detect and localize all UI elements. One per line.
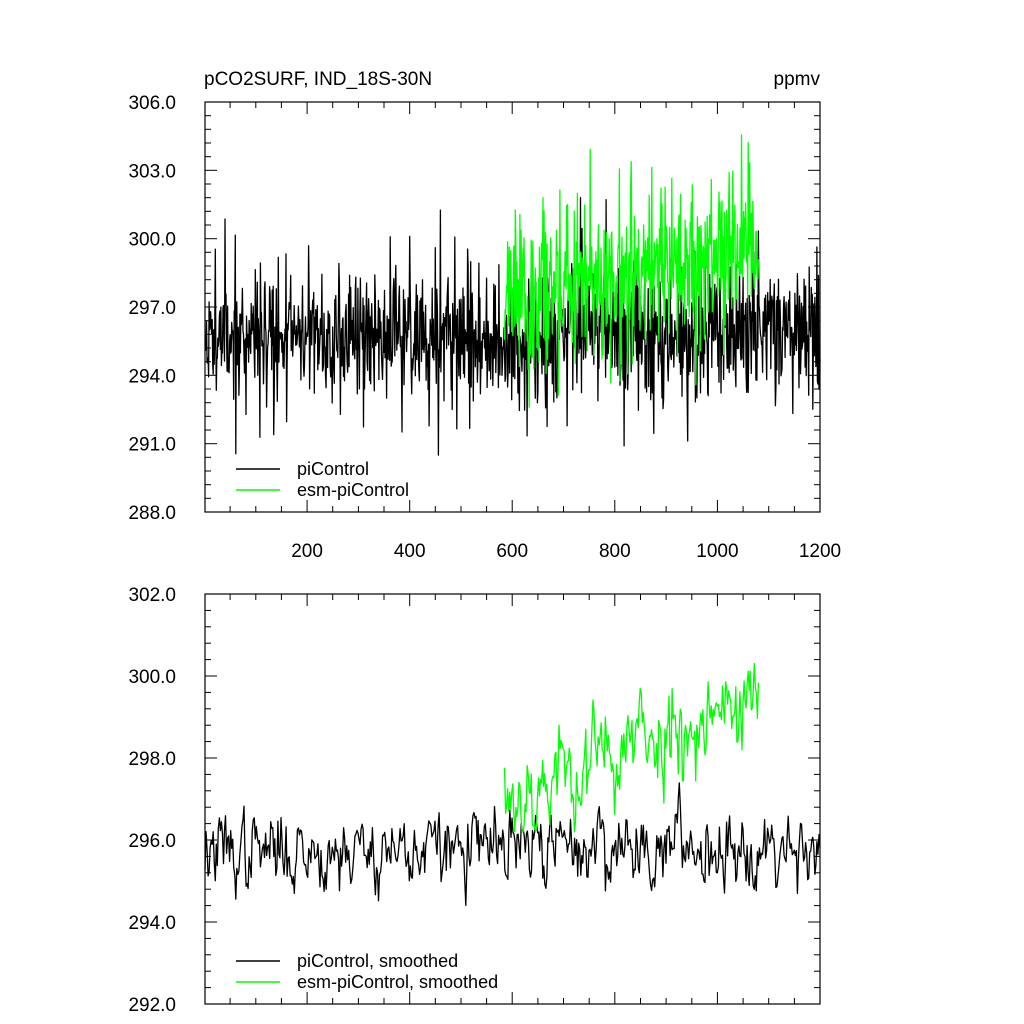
y-tick-label: 300.0 xyxy=(128,667,176,688)
top-title-left: pCO2SURF, IND_18S-30N xyxy=(204,69,432,90)
x-tick-label: 1200 xyxy=(799,541,841,562)
y-tick-label: 298.0 xyxy=(128,749,176,770)
legend-label: piControl, smoothed xyxy=(297,951,458,971)
x-tick-label: 200 xyxy=(291,541,323,562)
y-tick-label: 296.0 xyxy=(128,831,176,852)
legend-label: piControl xyxy=(297,459,369,479)
y-tick-label: 306.0 xyxy=(128,93,176,114)
top-plot-frame xyxy=(204,101,821,513)
y-tick-label: 294.0 xyxy=(128,366,176,387)
y-tick-label: 291.0 xyxy=(128,435,176,456)
y-tick-label: 297.0 xyxy=(128,298,176,319)
bottom-plot-frame xyxy=(204,593,821,1005)
x-tick-label: 1000 xyxy=(696,541,738,562)
y-tick-label: 300.0 xyxy=(128,230,176,251)
legend-label: esm-piControl, smoothed xyxy=(297,972,498,992)
y-tick-label: 292.0 xyxy=(128,995,176,1016)
bottom-series-layer xyxy=(204,662,821,906)
bottom-ticks-layer: 292.0 294.0 296.0 298.0 300.0 302.0 xyxy=(128,585,821,1016)
legend-label: esm-piControl xyxy=(297,480,409,500)
series-line-esm-picontrol-smoothed xyxy=(503,662,760,833)
y-tick-label: 294.0 xyxy=(128,913,176,934)
y-tick-label: 288.0 xyxy=(128,503,176,524)
series-line-picontrol-smoothed xyxy=(204,782,821,906)
top-panel: pCO2SURF, IND_18S-30N ppmv 288.0 291.0 294… xyxy=(128,69,841,562)
x-tick-label: 600 xyxy=(496,541,528,562)
x-tick-label: 800 xyxy=(599,541,631,562)
top-series-layer xyxy=(204,134,821,456)
y-tick-label: 302.0 xyxy=(128,585,176,606)
series-line-esm-picontrol xyxy=(503,134,760,408)
top-title-right: ppmv xyxy=(774,69,821,90)
y-tick-label: 303.0 xyxy=(128,161,176,182)
bottom-panel: 292.0 294.0 296.0 298.0 300.0 302.0 piControl… xyxy=(128,585,821,1016)
x-tick-label: 400 xyxy=(394,541,426,562)
